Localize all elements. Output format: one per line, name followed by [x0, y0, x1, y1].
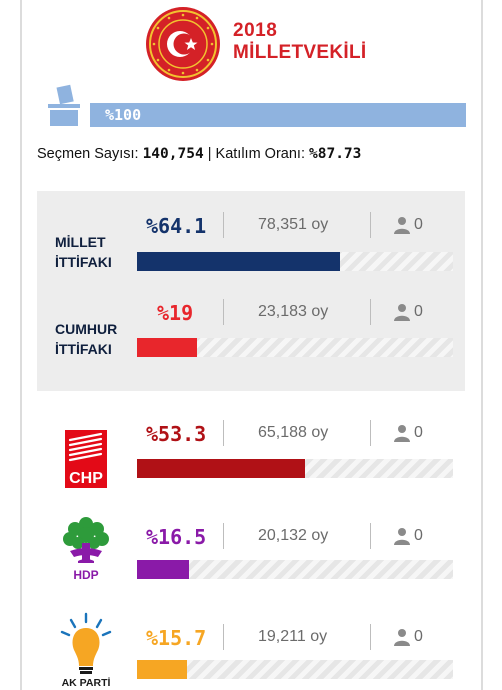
- alliance-bar-track: [137, 252, 453, 271]
- election-year: 2018: [233, 20, 278, 41]
- alliance-votes: 78,351 oy: [258, 216, 329, 233]
- election-type-title: MİLLETVEKİLİ: [233, 42, 367, 63]
- turnout-value: %87.73: [309, 146, 362, 162]
- frame-border-left: [20, 0, 22, 690]
- divider: [370, 420, 371, 446]
- party-percent: %15.7: [146, 626, 207, 650]
- alliance-votes: 23,183 oy: [258, 303, 329, 320]
- person-icon: [394, 528, 410, 545]
- divider: [223, 624, 224, 650]
- alliance-panel: [37, 191, 465, 391]
- voters-label: Seçmen Sayısı:: [37, 146, 139, 162]
- party-bar-track: [137, 660, 453, 679]
- divider: [370, 299, 371, 325]
- divider: [223, 299, 224, 325]
- party-percent: %16.5: [146, 525, 207, 549]
- party-votes: 20,132 oy: [258, 527, 329, 544]
- party-bar-track: [137, 560, 453, 579]
- stats-separator: |: [207, 146, 212, 162]
- party-bar-track: [137, 459, 453, 478]
- party-bar-fill: [137, 459, 306, 478]
- divider: [370, 624, 371, 650]
- opened-ballot-percent: %100: [105, 106, 142, 124]
- alliance-label: MİLLET İTTİFAKI: [55, 232, 112, 272]
- akparti-logo-icon: AK PARTİ: [60, 612, 112, 688]
- header: 2018 MİLLETVEKİLİ: [145, 6, 405, 84]
- person-icon: [394, 629, 410, 646]
- party-seats: 0: [414, 527, 423, 544]
- alliance-label-line1: MİLLET: [55, 234, 106, 250]
- frame-border-right: [481, 0, 483, 690]
- alliance-seats: 0: [414, 303, 423, 320]
- divider: [223, 420, 224, 446]
- hdp-logo-icon: HDP: [63, 517, 109, 582]
- party-seats: 0: [414, 424, 423, 441]
- divider: [370, 212, 371, 238]
- turnout-stats: Seçmen Sayısı: 140,754 | Katılım Oranı: …: [37, 146, 361, 162]
- person-icon: [394, 425, 410, 442]
- alliance-percent: %19: [157, 301, 194, 325]
- alliance-seats: 0: [414, 216, 423, 233]
- ballot-box-icon: [48, 84, 80, 126]
- party-logo-text: CHP: [69, 470, 103, 487]
- turnout-label: Katılım Oranı:: [215, 146, 305, 162]
- opened-ballot-progress-bar: [90, 103, 466, 127]
- party-percent: %53.3: [146, 422, 207, 446]
- party-logo-text: HDP: [73, 568, 98, 582]
- divider: [223, 523, 224, 549]
- chp-logo-icon: CHP: [63, 420, 109, 490]
- alliance-label-line2: İTTİFAKI: [55, 254, 112, 270]
- party-votes: 65,188 oy: [258, 424, 329, 441]
- person-icon: [394, 217, 410, 234]
- tbmm-seal-icon: [146, 7, 220, 81]
- alliance-percent: %64.1: [146, 214, 207, 238]
- alliance-bar-fill: [137, 252, 340, 271]
- party-votes: 19,211 oy: [258, 628, 328, 645]
- alliance-bar-track: [137, 338, 453, 357]
- party-bar-fill: [137, 560, 190, 579]
- alliance-label-line2: İTTİFAKI: [55, 341, 112, 357]
- party-logo-text: AK PARTİ: [62, 676, 111, 688]
- alliance-label: CUMHUR İTTİFAKI: [55, 319, 117, 359]
- voters-value: 140,754: [142, 146, 204, 162]
- alliance-label-line1: CUMHUR: [55, 321, 118, 337]
- party-bar-fill: [137, 660, 187, 679]
- divider: [223, 212, 224, 238]
- person-icon: [394, 304, 410, 321]
- party-seats: 0: [414, 628, 423, 645]
- divider: [370, 523, 371, 549]
- alliance-bar-fill: [137, 338, 198, 357]
